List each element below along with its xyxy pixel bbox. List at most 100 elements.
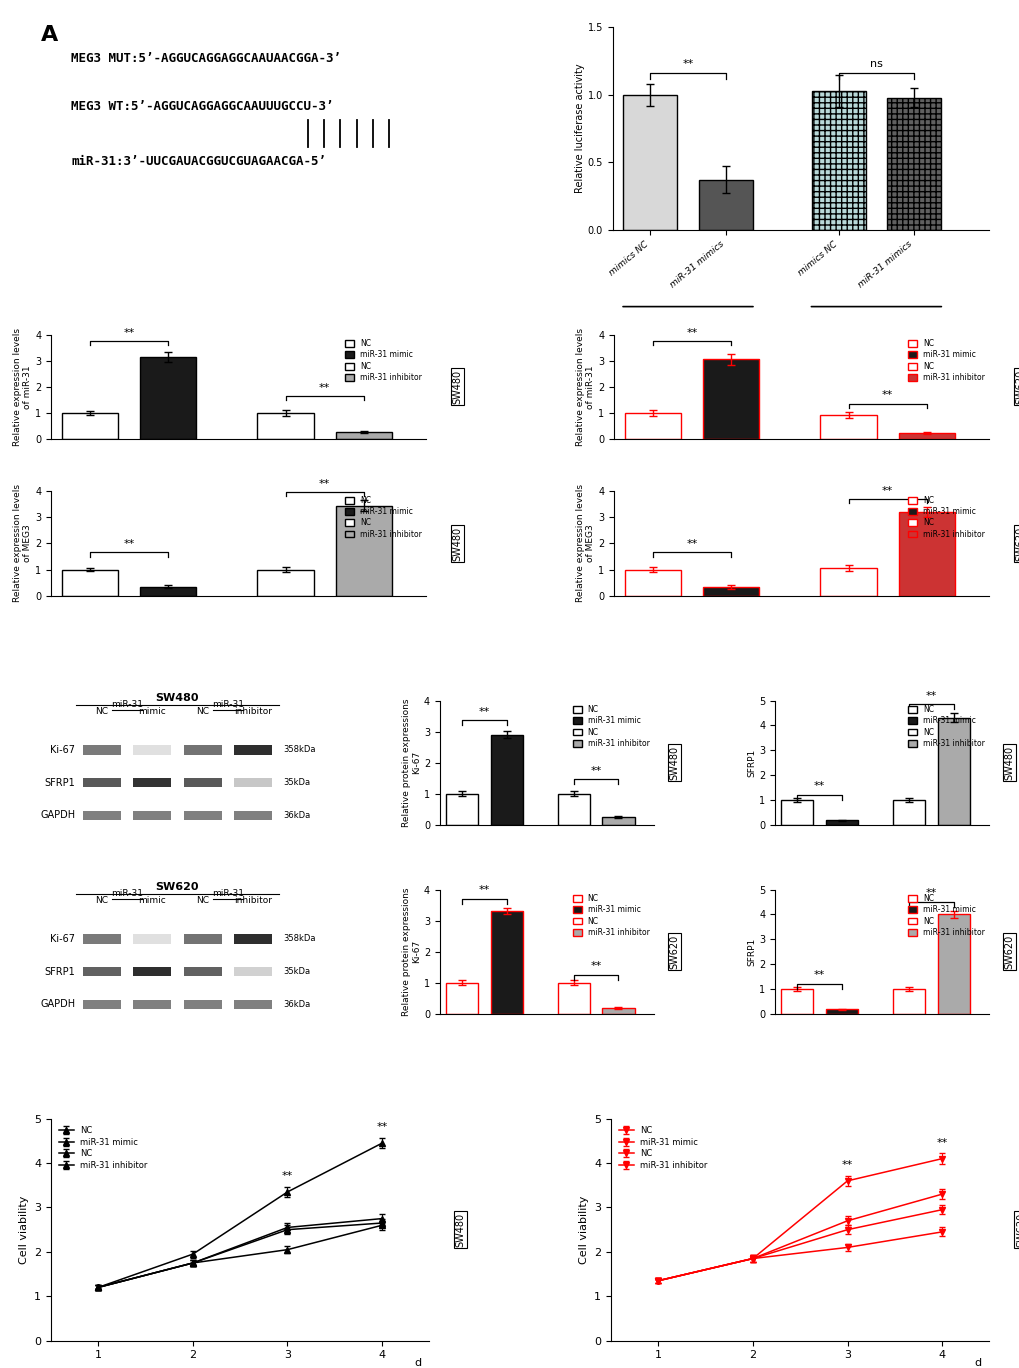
Bar xyxy=(936,718,969,825)
Bar xyxy=(257,569,314,595)
Text: inhibitor: inhibitor xyxy=(234,707,272,717)
Legend: NC, miR-31 mimic, NC, miR-31 inhibitor: NC, miR-31 mimic, NC, miR-31 inhibitor xyxy=(905,337,987,384)
Legend: NC, miR-31 mimic, NC, miR-31 inhibitor: NC, miR-31 mimic, NC, miR-31 inhibitor xyxy=(55,1123,151,1172)
Text: 358kDa: 358kDa xyxy=(283,746,316,754)
Bar xyxy=(234,934,272,944)
Bar xyxy=(557,982,589,1014)
Legend: NC, miR-31 mimic, NC, miR-31 inhibitor: NC, miR-31 mimic, NC, miR-31 inhibitor xyxy=(905,891,987,940)
Bar xyxy=(183,746,221,755)
Text: SW620: SW620 xyxy=(1015,1212,1019,1246)
Y-axis label: Relative expression levels
of MEG3: Relative expression levels of MEG3 xyxy=(576,484,595,602)
Text: **: ** xyxy=(123,328,135,338)
Text: 35kDa: 35kDa xyxy=(283,778,311,787)
Text: **: ** xyxy=(376,1123,387,1133)
Bar xyxy=(602,817,634,825)
Text: ns: ns xyxy=(869,59,882,68)
Bar xyxy=(702,587,759,595)
Text: SW480: SW480 xyxy=(452,369,463,404)
Bar xyxy=(183,1000,221,1010)
Bar xyxy=(133,778,171,787)
Bar xyxy=(898,512,954,595)
Bar xyxy=(811,90,865,230)
Text: SW480: SW480 xyxy=(156,694,199,703)
Text: **: ** xyxy=(682,59,693,68)
Text: **: ** xyxy=(881,390,893,401)
Legend: NC, miR-31 mimic, NC, miR-31 inhibitor: NC, miR-31 mimic, NC, miR-31 inhibitor xyxy=(905,492,987,542)
Bar xyxy=(825,821,857,825)
Bar xyxy=(819,568,876,595)
Text: **: ** xyxy=(935,1138,947,1148)
Text: **: ** xyxy=(686,539,697,549)
Bar xyxy=(83,934,120,944)
Bar xyxy=(183,967,221,977)
Text: **: ** xyxy=(590,960,601,971)
Text: SW620: SW620 xyxy=(156,882,199,892)
Legend: NC, miR-31 mimic, NC, miR-31 inhibitor: NC, miR-31 mimic, NC, miR-31 inhibitor xyxy=(905,702,987,751)
Text: miR-31: miR-31 xyxy=(212,700,244,710)
Text: 36kDa: 36kDa xyxy=(283,811,311,819)
Bar xyxy=(623,94,677,230)
Text: **: ** xyxy=(123,539,135,549)
Bar xyxy=(819,415,876,439)
Bar xyxy=(83,778,120,787)
Text: miR-31: miR-31 xyxy=(111,700,143,710)
Bar xyxy=(62,413,118,439)
Text: SW620: SW620 xyxy=(1004,934,1014,969)
Bar xyxy=(825,1010,857,1014)
Text: MEG3 WT:5’-AGGUCAGGAGGCAAUUUGCCU-3’: MEG3 WT:5’-AGGUCAGGAGGCAAUUUGCCU-3’ xyxy=(71,100,333,114)
Text: **: ** xyxy=(319,383,330,393)
Text: **: ** xyxy=(281,1171,292,1182)
Text: d: d xyxy=(974,1358,981,1368)
Bar xyxy=(490,735,523,825)
Bar xyxy=(234,811,272,819)
Bar xyxy=(490,911,523,1014)
Y-axis label: SFRP1: SFRP1 xyxy=(747,937,755,966)
Bar xyxy=(898,434,954,439)
Text: **: ** xyxy=(925,691,936,700)
Bar xyxy=(781,800,812,825)
Text: mimic: mimic xyxy=(139,896,166,906)
Bar xyxy=(335,432,391,439)
Bar xyxy=(234,967,272,977)
Bar xyxy=(602,1008,634,1014)
Bar xyxy=(702,360,759,439)
Legend: NC, miR-31 mimic, NC, miR-31 inhibitor: NC, miR-31 mimic, NC, miR-31 inhibitor xyxy=(614,1123,710,1172)
Text: MEG3 WT: MEG3 WT xyxy=(664,335,711,345)
Bar xyxy=(781,989,812,1014)
Text: **: ** xyxy=(686,328,697,338)
Bar xyxy=(83,1000,120,1010)
Bar xyxy=(625,413,681,439)
Y-axis label: Cell viability: Cell viability xyxy=(578,1196,588,1264)
Bar xyxy=(625,569,681,595)
Y-axis label: Cell viability: Cell viability xyxy=(18,1196,29,1264)
Text: SFRP1: SFRP1 xyxy=(45,777,75,788)
Y-axis label: Relative protein expressions
Ki-67: Relative protein expressions Ki-67 xyxy=(401,888,421,1016)
Bar xyxy=(936,914,969,1014)
Text: **: ** xyxy=(841,1160,852,1170)
Text: **: ** xyxy=(813,781,824,791)
Text: **: ** xyxy=(813,970,824,981)
Text: SW480: SW480 xyxy=(1004,746,1014,780)
Text: SW480: SW480 xyxy=(455,1212,466,1246)
Y-axis label: Relative expression levels
of miR-31: Relative expression levels of miR-31 xyxy=(576,328,595,446)
Bar xyxy=(133,811,171,819)
Text: miR-31: miR-31 xyxy=(212,889,244,899)
Text: **: ** xyxy=(478,885,489,895)
Text: mimic: mimic xyxy=(139,707,166,717)
Bar xyxy=(234,1000,272,1010)
Bar xyxy=(83,746,120,755)
Text: inhibitor: inhibitor xyxy=(234,896,272,906)
Bar xyxy=(183,811,221,819)
Bar xyxy=(892,800,924,825)
Bar xyxy=(140,587,197,595)
Text: GAPDH: GAPDH xyxy=(40,1000,75,1010)
Text: SW480: SW480 xyxy=(452,527,463,561)
Legend: NC, miR-31 mimic, NC, miR-31 inhibitor: NC, miR-31 mimic, NC, miR-31 inhibitor xyxy=(570,702,652,751)
Text: **: ** xyxy=(319,479,330,490)
Bar xyxy=(83,967,120,977)
Bar xyxy=(234,778,272,787)
Text: Ki-67: Ki-67 xyxy=(50,746,75,755)
Bar xyxy=(183,778,221,787)
Text: SW480: SW480 xyxy=(668,746,679,780)
Legend: NC, miR-31 mimic, NC, miR-31 inhibitor: NC, miR-31 mimic, NC, miR-31 inhibitor xyxy=(342,337,425,384)
